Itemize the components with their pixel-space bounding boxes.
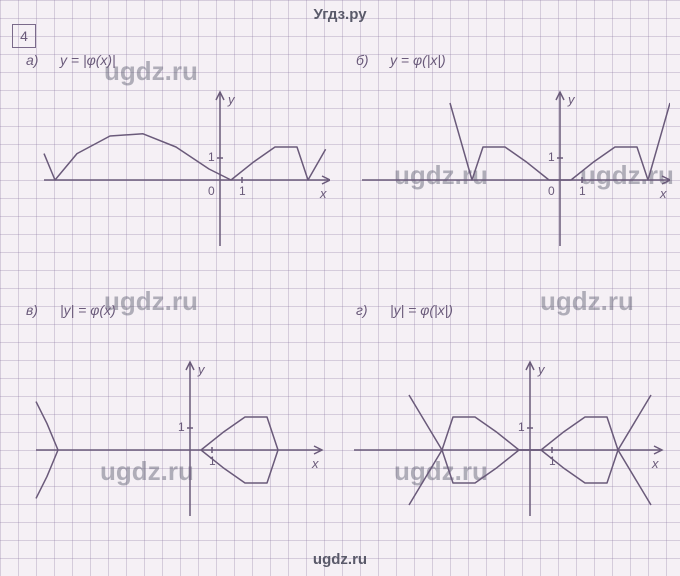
x-axis-label: x [652,456,659,471]
page-footer: ugdz.ru [313,551,367,568]
y-axis-label: y [228,92,235,107]
problem-number: 4 [12,24,36,48]
panel-d: г)|y| = φ(|x|)11xy [350,300,670,520]
origin-label: 0 [208,184,215,198]
x-tick-1: 1 [549,454,556,468]
y-axis-label: y [568,92,575,107]
y-axis-label: y [538,362,545,377]
y-tick-1: 1 [178,420,185,434]
page-header: Угдз.ру [313,6,366,23]
x-axis-label: x [312,456,319,471]
x-axis-label: x [320,186,327,201]
x-axis-label: x [660,186,667,201]
origin-label: 0 [548,184,555,198]
y-tick-1: 1 [518,420,525,434]
x-tick-1: 1 [239,184,246,198]
y-axis-label: y [198,362,205,377]
panel-svg [350,300,670,520]
panel-svg [350,50,670,250]
panel-b: б)y = φ(|x|)011xy [350,50,670,250]
panel-a: a)y = |φ(x)|011xy [20,50,330,250]
panel-c: в)|y| = φ(x)11xy [20,300,340,520]
y-tick-1: 1 [208,150,215,164]
y-tick-1: 1 [548,150,555,164]
x-tick-1: 1 [579,184,586,198]
panel-svg [20,300,340,520]
x-tick-1: 1 [209,454,216,468]
panel-svg [20,50,330,250]
